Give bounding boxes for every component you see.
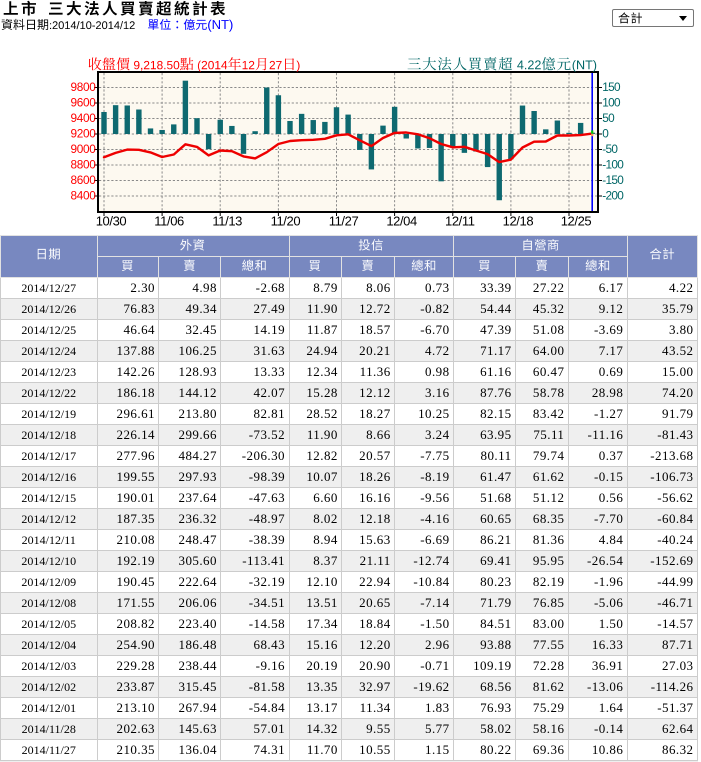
svg-text:9600: 9600 bbox=[70, 95, 96, 109]
svg-text:-100: -100 bbox=[602, 157, 624, 171]
svg-text:8600: 8600 bbox=[70, 173, 96, 187]
svg-text:12/18: 12/18 bbox=[503, 214, 534, 229]
svg-text:-150: -150 bbox=[602, 173, 624, 187]
svg-text:11/27: 11/27 bbox=[329, 214, 359, 229]
svg-text:-200: -200 bbox=[602, 188, 624, 202]
svg-text:11/06: 11/06 bbox=[154, 214, 184, 229]
svg-text:8400: 8400 bbox=[70, 188, 96, 202]
svg-text:12/25: 12/25 bbox=[561, 214, 592, 229]
svg-text:9000: 9000 bbox=[70, 142, 96, 156]
svg-text:9400: 9400 bbox=[70, 111, 96, 125]
svg-text:11/13: 11/13 bbox=[212, 214, 242, 229]
svg-text:150: 150 bbox=[602, 80, 621, 94]
svg-text:9800: 9800 bbox=[70, 80, 96, 94]
svg-text:9200: 9200 bbox=[70, 126, 96, 140]
svg-text:8800: 8800 bbox=[70, 157, 96, 171]
svg-text:-50: -50 bbox=[602, 142, 618, 156]
svg-text:0: 0 bbox=[602, 126, 609, 140]
svg-text:50: 50 bbox=[602, 111, 615, 125]
svg-text:10/30: 10/30 bbox=[96, 214, 127, 229]
svg-text:12/04: 12/04 bbox=[386, 214, 417, 229]
svg-text:11/20: 11/20 bbox=[271, 214, 301, 229]
svg-text:12/11: 12/11 bbox=[445, 214, 475, 229]
svg-text:100: 100 bbox=[602, 95, 621, 109]
